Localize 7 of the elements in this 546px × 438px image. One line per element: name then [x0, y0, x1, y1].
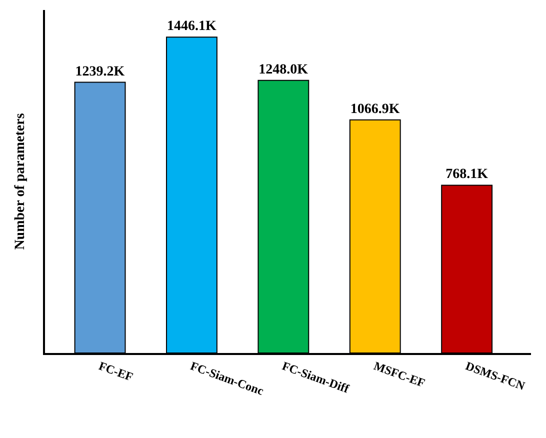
data-label: 1248.0K	[258, 62, 308, 78]
y-axis-title: Number of parameters	[13, 112, 28, 250]
x-tick-label: FC-EF	[96, 358, 135, 384]
data-label: 1446.1K	[166, 19, 216, 34]
data-label: 768.1K	[446, 167, 488, 182]
data-label: 1239.2K	[75, 64, 125, 80]
data-label: 1066.9K	[350, 102, 400, 117]
